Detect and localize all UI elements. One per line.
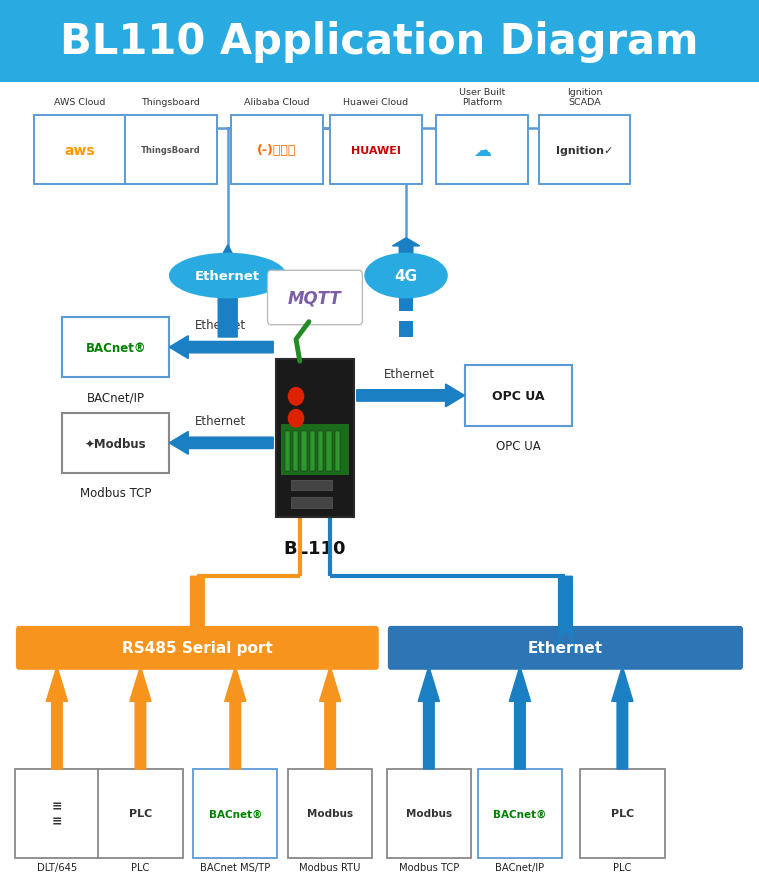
FancyArrow shape (46, 667, 68, 769)
Text: ThingsBoard: ThingsBoard (141, 146, 200, 155)
FancyBboxPatch shape (62, 317, 169, 378)
FancyBboxPatch shape (288, 769, 372, 858)
Text: Modbus TCP: Modbus TCP (398, 862, 459, 872)
Bar (291, 498, 332, 509)
FancyBboxPatch shape (580, 769, 665, 858)
Text: BACnet®: BACnet® (86, 341, 146, 354)
Text: Huawei Cloud: Huawei Cloud (343, 98, 408, 107)
FancyArrow shape (225, 667, 246, 769)
FancyArrow shape (209, 246, 247, 338)
Text: Modbus: Modbus (406, 809, 452, 818)
FancyBboxPatch shape (124, 116, 217, 185)
Bar (301, 432, 307, 472)
FancyArrow shape (184, 577, 211, 651)
Text: MQTT: MQTT (288, 289, 342, 307)
FancyBboxPatch shape (276, 360, 354, 517)
FancyBboxPatch shape (231, 116, 323, 185)
Bar (326, 432, 332, 472)
FancyBboxPatch shape (33, 116, 126, 185)
Text: PLC: PLC (611, 809, 634, 818)
Text: AWS Cloud: AWS Cloud (54, 98, 106, 107)
Bar (399, 322, 413, 338)
Circle shape (288, 410, 304, 428)
FancyArrow shape (552, 577, 579, 651)
Text: OPC UA: OPC UA (492, 389, 544, 403)
Text: Ethernet: Ethernet (384, 367, 436, 381)
Text: PLC: PLC (129, 809, 152, 818)
FancyBboxPatch shape (193, 769, 278, 858)
FancyBboxPatch shape (386, 769, 471, 858)
Bar (318, 432, 323, 472)
FancyBboxPatch shape (15, 769, 99, 858)
Text: BACnet®: BACnet® (493, 809, 546, 818)
Text: aws: aws (65, 144, 95, 157)
FancyArrow shape (392, 239, 420, 259)
FancyArrow shape (320, 667, 341, 769)
Ellipse shape (168, 253, 287, 299)
Text: Ethernet: Ethernet (194, 415, 246, 427)
Bar (335, 432, 340, 472)
Bar (293, 432, 298, 472)
Bar (285, 432, 290, 472)
Text: Ethernet: Ethernet (528, 640, 603, 656)
FancyArrow shape (130, 667, 151, 769)
FancyBboxPatch shape (99, 769, 183, 858)
Text: Ignition
SCADA: Ignition SCADA (567, 88, 602, 107)
FancyBboxPatch shape (388, 626, 743, 670)
FancyArrow shape (169, 431, 273, 454)
Text: Ethernet: Ethernet (195, 270, 260, 282)
Text: BACnet/IP: BACnet/IP (496, 862, 544, 872)
FancyBboxPatch shape (465, 366, 572, 426)
Text: 4G: 4G (395, 268, 417, 284)
FancyBboxPatch shape (436, 116, 528, 185)
Text: Ignition✓: Ignition✓ (556, 146, 613, 155)
FancyBboxPatch shape (16, 626, 379, 670)
Text: ≡
≡: ≡ ≡ (52, 800, 62, 827)
FancyBboxPatch shape (62, 413, 169, 474)
Bar (0, 0, 759, 83)
FancyArrow shape (612, 667, 633, 769)
Bar (291, 481, 332, 491)
Text: DLT/645: DLT/645 (36, 862, 77, 872)
Text: BACnet MS/TP: BACnet MS/TP (200, 862, 270, 872)
Bar (310, 432, 315, 472)
Text: HUAWEI: HUAWEI (351, 146, 401, 155)
FancyBboxPatch shape (330, 116, 422, 185)
Text: BL110: BL110 (284, 540, 346, 558)
Text: Modbus: Modbus (307, 809, 353, 818)
Text: (-)阿里云: (-)阿里云 (257, 144, 297, 157)
Text: Modbus RTU: Modbus RTU (299, 862, 361, 872)
Text: BACnet/IP: BACnet/IP (87, 391, 145, 404)
FancyArrow shape (509, 667, 531, 769)
Text: PLC: PLC (131, 862, 150, 872)
FancyArrow shape (357, 384, 465, 407)
Text: PLC: PLC (613, 862, 631, 872)
Bar (399, 296, 413, 311)
FancyArrow shape (169, 336, 273, 360)
FancyArrow shape (418, 667, 439, 769)
Text: RS485 Serial port: RS485 Serial port (122, 640, 272, 656)
Text: Alibaba Cloud: Alibaba Cloud (244, 98, 310, 107)
Text: Thingsboard: Thingsboard (141, 98, 200, 107)
Text: BACnet®: BACnet® (209, 809, 262, 818)
Circle shape (288, 388, 304, 405)
Text: ✦Modbus: ✦Modbus (85, 437, 146, 450)
Ellipse shape (364, 253, 448, 299)
Bar (399, 269, 413, 285)
FancyBboxPatch shape (539, 116, 631, 185)
Text: ☁: ☁ (473, 141, 491, 160)
Text: Modbus TCP: Modbus TCP (80, 487, 152, 500)
Text: OPC UA: OPC UA (496, 439, 540, 453)
Bar (281, 425, 349, 475)
Text: BL110 Application Diagram: BL110 Application Diagram (60, 21, 699, 62)
Text: User Built
Platform: User Built Platform (459, 88, 505, 107)
Text: Ethernet: Ethernet (194, 319, 246, 332)
FancyBboxPatch shape (478, 769, 562, 858)
FancyBboxPatch shape (267, 271, 363, 325)
